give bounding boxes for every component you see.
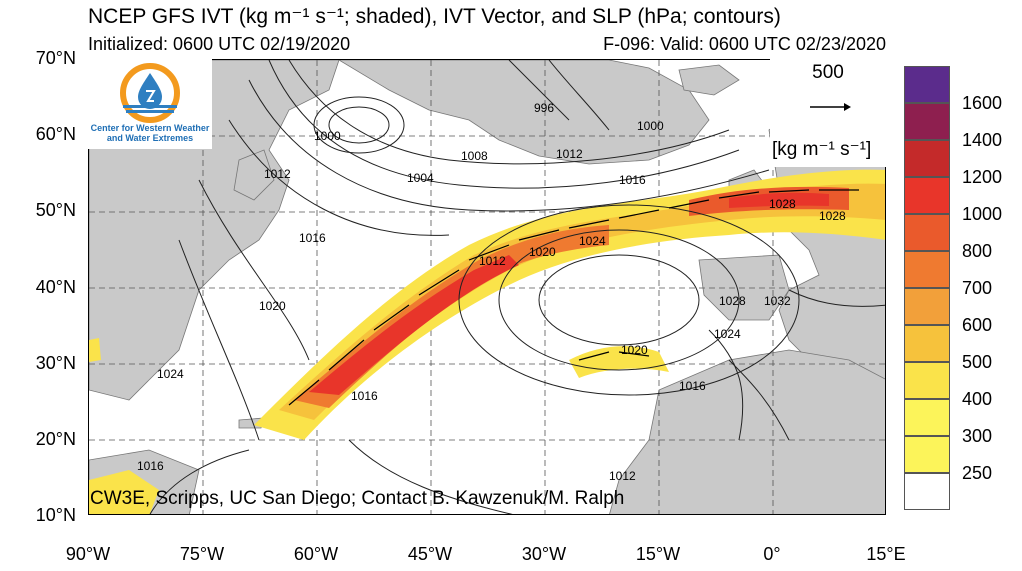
ivt-band-1000 [309, 255, 519, 395]
colorbar-label: 800 [962, 241, 993, 261]
lat-label-40n: 40°N [35, 277, 76, 297]
lon-label-15e: 15°E [866, 544, 906, 564]
colorbar-swatch [904, 177, 950, 214]
lat-label-20n: 20°N [35, 429, 76, 449]
vector-reference-unit: [kg m⁻¹ s⁻¹] [772, 139, 872, 160]
figure-title: NCEP GFS IVT (kg m⁻¹ s⁻¹; shaded), IVT V… [88, 5, 781, 28]
contour-label: 1020 [529, 245, 556, 259]
colorbar-swatch [904, 325, 950, 362]
valid-time: F-096: Valid: 0600 UTC 02/23/2020 [603, 34, 886, 54]
contour-label: 1012 [609, 469, 636, 483]
contour-label: 1012 [479, 254, 506, 268]
contour-label: 1020 [259, 299, 286, 313]
logo-text: Center for Western Weather and Water Ext… [88, 123, 212, 143]
vector-reference-box [770, 59, 886, 167]
contour-label: 1020 [621, 343, 648, 357]
contour-label: 1012 [556, 147, 583, 161]
lat-label-60n: 60°N [35, 124, 76, 144]
lon-label-75w: 75°W [179, 544, 225, 564]
colorbar-label: 1400 [962, 130, 1003, 150]
lat-label-30n: 30°N [35, 353, 76, 373]
lon-label-30w: 30°W [521, 544, 567, 564]
colorbar-label: 500 [962, 352, 993, 372]
contour-label: 1016 [679, 379, 706, 393]
colorbar-swatch [904, 214, 950, 251]
colorbar-label: 250 [962, 463, 993, 483]
ivt-band-1000-east [729, 192, 829, 208]
colorbar-swatch [904, 66, 950, 103]
lon-label-0: 0° [763, 544, 781, 564]
greenland [338, 60, 710, 165]
contour-label: 1028 [769, 197, 796, 211]
lon-label-60w: 60°W [293, 544, 339, 564]
contour-label: 1016 [619, 173, 646, 187]
slp-contours [149, 60, 885, 514]
colorbar-swatch [904, 399, 950, 436]
contour-label: 1008 [461, 149, 488, 163]
colorbar-label: 1000 [962, 204, 1003, 224]
reference-arrow-icon [810, 103, 851, 111]
colorbar-label: 600 [962, 315, 993, 335]
contour-label: 1004 [407, 171, 434, 185]
colorbar-label: 1200 [962, 167, 1003, 187]
ivt-small-plume [569, 346, 669, 378]
ivt-shading [89, 169, 885, 514]
credit-line: CW3E, Scripps, UC San Diego; Contact B. … [90, 488, 625, 509]
vector-reference-value: 500 [812, 62, 844, 83]
map-canvas: 996 1000 1000 1004 1008 1012 1012 1016 1… [89, 60, 885, 514]
contour-label: 1024 [714, 327, 741, 341]
contour-label: 1028 [819, 209, 846, 223]
lon-label-45w: 45°W [407, 544, 453, 564]
colorbar-swatch [904, 251, 950, 288]
iceland [678, 64, 740, 96]
contour-label: 1016 [351, 389, 378, 403]
colorbar-label: 1600 [962, 93, 1003, 113]
cw3e-logo: Center for Western Weather and Water Ext… [88, 59, 212, 149]
contour-label: 1032 [764, 294, 791, 308]
colorbar-swatch [904, 140, 950, 177]
colorbar-swatch [904, 436, 950, 473]
contour-label: 1028 [719, 294, 746, 308]
africa [609, 349, 885, 514]
contour-label: 1024 [579, 234, 606, 248]
colorbar-swatch [904, 362, 950, 399]
map-panel: 996 1000 1000 1004 1008 1012 1012 1016 1… [88, 59, 886, 515]
colorbar-swatch [904, 473, 950, 510]
colorbar-swatch [904, 288, 950, 325]
contour-label: 1016 [299, 231, 326, 245]
lat-label-10n: 10°N [35, 505, 76, 525]
lat-label-70n: 70°N [35, 48, 76, 68]
cw3e-logo-icon [120, 63, 180, 123]
contour-label: 1012 [264, 167, 291, 181]
colorbar-swatch [904, 103, 950, 140]
contour-label: 1024 [157, 367, 184, 381]
init-time: Initialized: 0600 UTC 02/19/2020 [88, 34, 351, 54]
colorbar-label: 700 [962, 278, 993, 298]
lat-label-50n: 50°N [35, 200, 76, 220]
lon-label-15w: 15°W [635, 544, 681, 564]
contour-label: 1000 [314, 129, 341, 143]
logo-text-line2: and Water Extremes [106, 133, 194, 143]
ivt-vectors [288, 189, 859, 406]
colorbar-label: 300 [962, 426, 993, 446]
lon-label-90w: 90°W [65, 544, 111, 564]
ivt-west-edge [89, 338, 101, 362]
contour-label: 1000 [637, 119, 664, 133]
contour-label: 1016 [137, 459, 164, 473]
contour-label: 996 [534, 101, 554, 115]
logo-text-line1: Center for Western Weather [90, 123, 210, 133]
iberia [698, 254, 790, 321]
ivt-sw-corner [89, 470, 159, 514]
newfoundland [233, 149, 275, 201]
colorbar-label: 400 [962, 389, 993, 409]
